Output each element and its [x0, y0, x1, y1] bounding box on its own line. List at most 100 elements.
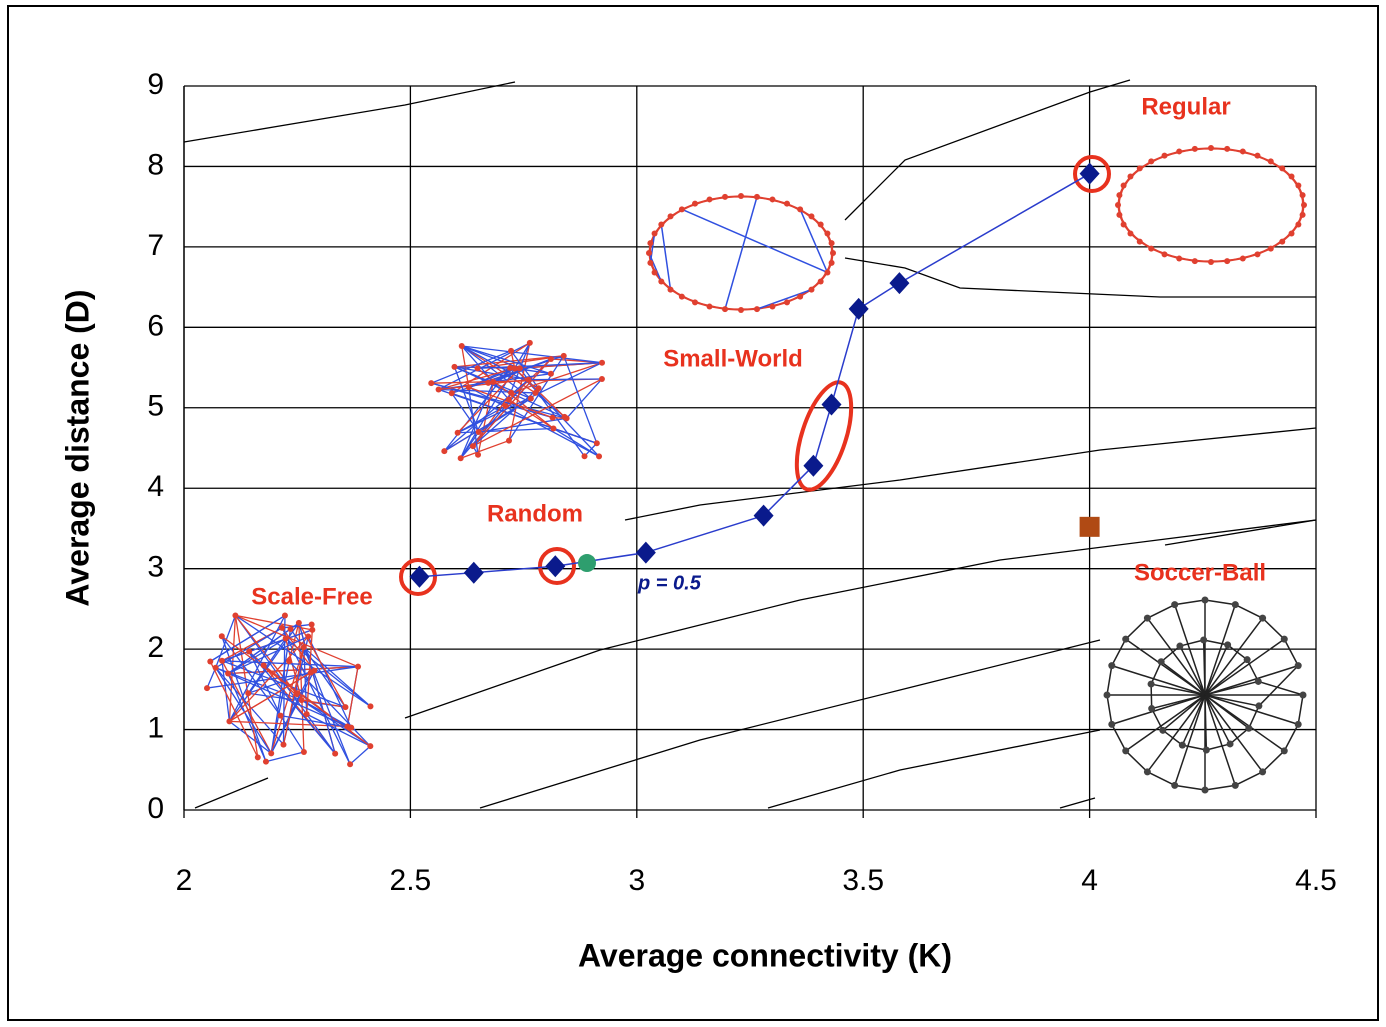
icon-node	[225, 670, 232, 677]
icon-node	[1143, 614, 1151, 622]
icon-edge	[461, 345, 510, 400]
icon-edge	[681, 208, 828, 274]
icon-edge	[1150, 684, 1153, 709]
icon-node	[599, 359, 606, 366]
icon-node	[204, 685, 211, 692]
icon-node	[295, 619, 302, 626]
icon-edge	[1229, 727, 1250, 745]
icon-node	[1202, 746, 1210, 754]
icon-edge	[799, 209, 829, 273]
icon-edge	[1206, 743, 1231, 751]
icon-node	[1231, 601, 1239, 609]
icon-edge	[1204, 694, 1231, 745]
icon-node	[706, 196, 713, 203]
icon-node	[808, 286, 815, 293]
icon-edge	[1147, 603, 1176, 619]
icon-node	[309, 626, 316, 633]
icon-node	[1148, 705, 1156, 713]
icon-node	[286, 658, 293, 665]
icon-node	[667, 286, 674, 293]
icon-node	[658, 221, 665, 228]
icon-node	[287, 625, 294, 632]
icon-edge	[1151, 694, 1206, 710]
icon-edge	[215, 615, 237, 669]
icon-node	[502, 403, 509, 410]
icon-edge	[1160, 661, 1206, 696]
icon-edge	[1283, 724, 1299, 752]
icon-edge	[227, 637, 287, 675]
annotation: Random	[487, 500, 583, 527]
icon-node	[1116, 192, 1123, 199]
icon-edge	[228, 636, 309, 722]
icon-edge	[1204, 644, 1229, 696]
icon-node	[1122, 635, 1130, 643]
icon-node	[1224, 641, 1232, 649]
icon-edge	[285, 638, 303, 701]
icon-node	[1255, 702, 1263, 710]
icon-node	[1148, 158, 1155, 165]
icon-node	[824, 230, 831, 237]
icon-node	[593, 440, 600, 447]
icon-edge	[1125, 750, 1148, 773]
y-tick-label: 2	[147, 631, 164, 664]
icon-node	[1176, 255, 1183, 262]
x-tick-label: 4.5	[1295, 864, 1337, 897]
icon-edge	[461, 345, 552, 375]
icon-edge	[1162, 694, 1206, 731]
icon-node	[1171, 601, 1179, 609]
icon-edge	[265, 751, 305, 763]
icon-edge	[221, 635, 282, 716]
icon-edge	[438, 342, 531, 391]
icon-edge	[282, 647, 305, 745]
icon-node	[1178, 741, 1186, 749]
icon-node	[1122, 747, 1130, 755]
icon-node	[1224, 145, 1231, 152]
icon-edge	[648, 252, 663, 282]
icon-node	[1259, 614, 1267, 622]
icon-edge	[553, 427, 600, 457]
annotation: Small-World	[663, 345, 803, 372]
icon-node	[511, 365, 518, 372]
icon-node	[367, 743, 374, 750]
icon-edge	[431, 382, 553, 419]
icon-node	[1115, 202, 1121, 208]
icon-node	[647, 240, 654, 247]
icon-node	[458, 343, 465, 350]
icon-node	[1103, 691, 1111, 699]
icon-edge	[1202, 639, 1206, 696]
y-tick-label: 9	[147, 68, 164, 101]
icon-node	[448, 390, 455, 397]
icon-node	[797, 206, 804, 213]
icon-node	[646, 250, 652, 256]
icon-edge	[453, 366, 480, 433]
icon-node	[1288, 173, 1295, 180]
icon-edge	[1162, 729, 1183, 746]
x-tick-label: 3.5	[842, 864, 884, 897]
icon-edge	[1179, 645, 1206, 696]
icon-node	[1299, 192, 1306, 199]
icon-edge	[461, 345, 603, 364]
icon-edge	[478, 397, 532, 433]
icon-edge	[1111, 664, 1206, 696]
point	[635, 541, 656, 564]
icon-node	[505, 396, 512, 403]
icon-node	[667, 213, 674, 220]
icon-node	[1108, 720, 1116, 728]
icon-node	[830, 250, 836, 256]
icon-node	[1200, 636, 1208, 644]
frame	[7, 5, 1379, 1021]
network-icons	[204, 145, 1307, 794]
icon-node	[300, 749, 307, 756]
icon-edge	[1246, 659, 1259, 682]
icon-node	[1280, 747, 1288, 755]
icon-node	[1254, 251, 1261, 258]
icon-edge	[306, 713, 371, 747]
icon-node	[817, 221, 824, 228]
icon-edge	[1111, 724, 1127, 752]
icon-node	[1116, 211, 1123, 218]
icon-node	[212, 664, 219, 671]
icon-node	[532, 389, 539, 396]
icon-node	[277, 712, 284, 719]
point	[545, 555, 566, 578]
